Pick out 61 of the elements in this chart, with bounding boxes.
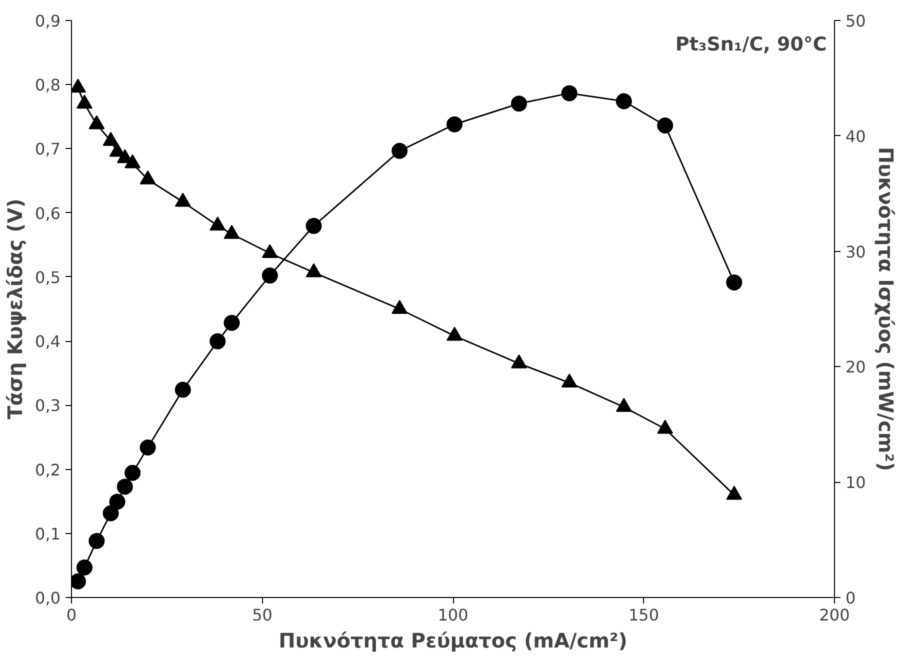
point — [124, 464, 141, 481]
x-tick-label: 200 — [819, 606, 850, 624]
y2-tick-label: 10 — [846, 473, 866, 492]
x-tick-label: 100 — [438, 606, 468, 624]
y2-tick-label: 20 — [846, 358, 866, 377]
y2-tick-label: 40 — [846, 126, 866, 146]
point — [76, 560, 92, 576]
point — [88, 115, 105, 130]
point — [446, 116, 463, 132]
point — [262, 244, 278, 258]
y-axis-title: Τάση Κυψελίδας (V) — [3, 198, 28, 420]
point — [726, 274, 742, 290]
point — [210, 333, 226, 350]
point — [511, 354, 527, 368]
point — [561, 85, 578, 102]
y2-tick-label: 0 — [846, 588, 856, 608]
point — [392, 300, 408, 314]
point — [116, 478, 133, 495]
point — [657, 118, 674, 134]
point — [109, 494, 126, 510]
y-tick-label: 0,2 — [35, 460, 61, 480]
point — [174, 382, 191, 398]
y-tick-label: 0,4 — [35, 332, 61, 352]
point — [224, 314, 240, 331]
y-tick-label: 0,5 — [35, 268, 61, 287]
point — [76, 94, 92, 109]
x-axis-title: Πυκνότητα Ρεύματος (mA/cm²) — [278, 628, 628, 652]
point — [561, 374, 578, 388]
y-tick-label: 0,6 — [35, 204, 61, 223]
y2-tick-label: 30 — [846, 242, 866, 262]
point — [224, 224, 240, 239]
point — [306, 263, 322, 278]
point — [262, 268, 278, 284]
point — [88, 532, 105, 549]
y-tick-label: 0,3 — [35, 396, 61, 416]
text: Pt₃Sn₁/C, 90°C — [675, 33, 827, 56]
point — [616, 93, 632, 110]
y2-axis-title: Πυκνότητα Ισχύος (mW/cm²) — [874, 146, 898, 472]
y-tick-label: 0,0 — [35, 588, 61, 608]
point — [657, 420, 674, 434]
point — [102, 132, 119, 146]
point — [140, 439, 156, 456]
point — [140, 170, 156, 184]
point — [210, 216, 226, 230]
y-tick-label: 0,8 — [35, 76, 61, 95]
point — [306, 218, 322, 234]
x-tick-label: 0 — [66, 606, 77, 624]
point — [124, 154, 141, 168]
point — [102, 505, 119, 522]
point — [392, 142, 408, 159]
y-tick-label: 0,7 — [35, 140, 61, 159]
point — [174, 192, 191, 207]
point — [726, 486, 742, 500]
y-tick-label: 0,1 — [35, 524, 61, 544]
y-tick-label: 0,9 — [35, 12, 61, 30]
y2-tick-label: 50 — [846, 12, 866, 30]
point — [446, 326, 463, 341]
x-tick-label: 50 — [252, 606, 272, 624]
point — [616, 398, 632, 412]
x-tick-label: 150 — [628, 606, 660, 624]
point — [511, 96, 527, 112]
